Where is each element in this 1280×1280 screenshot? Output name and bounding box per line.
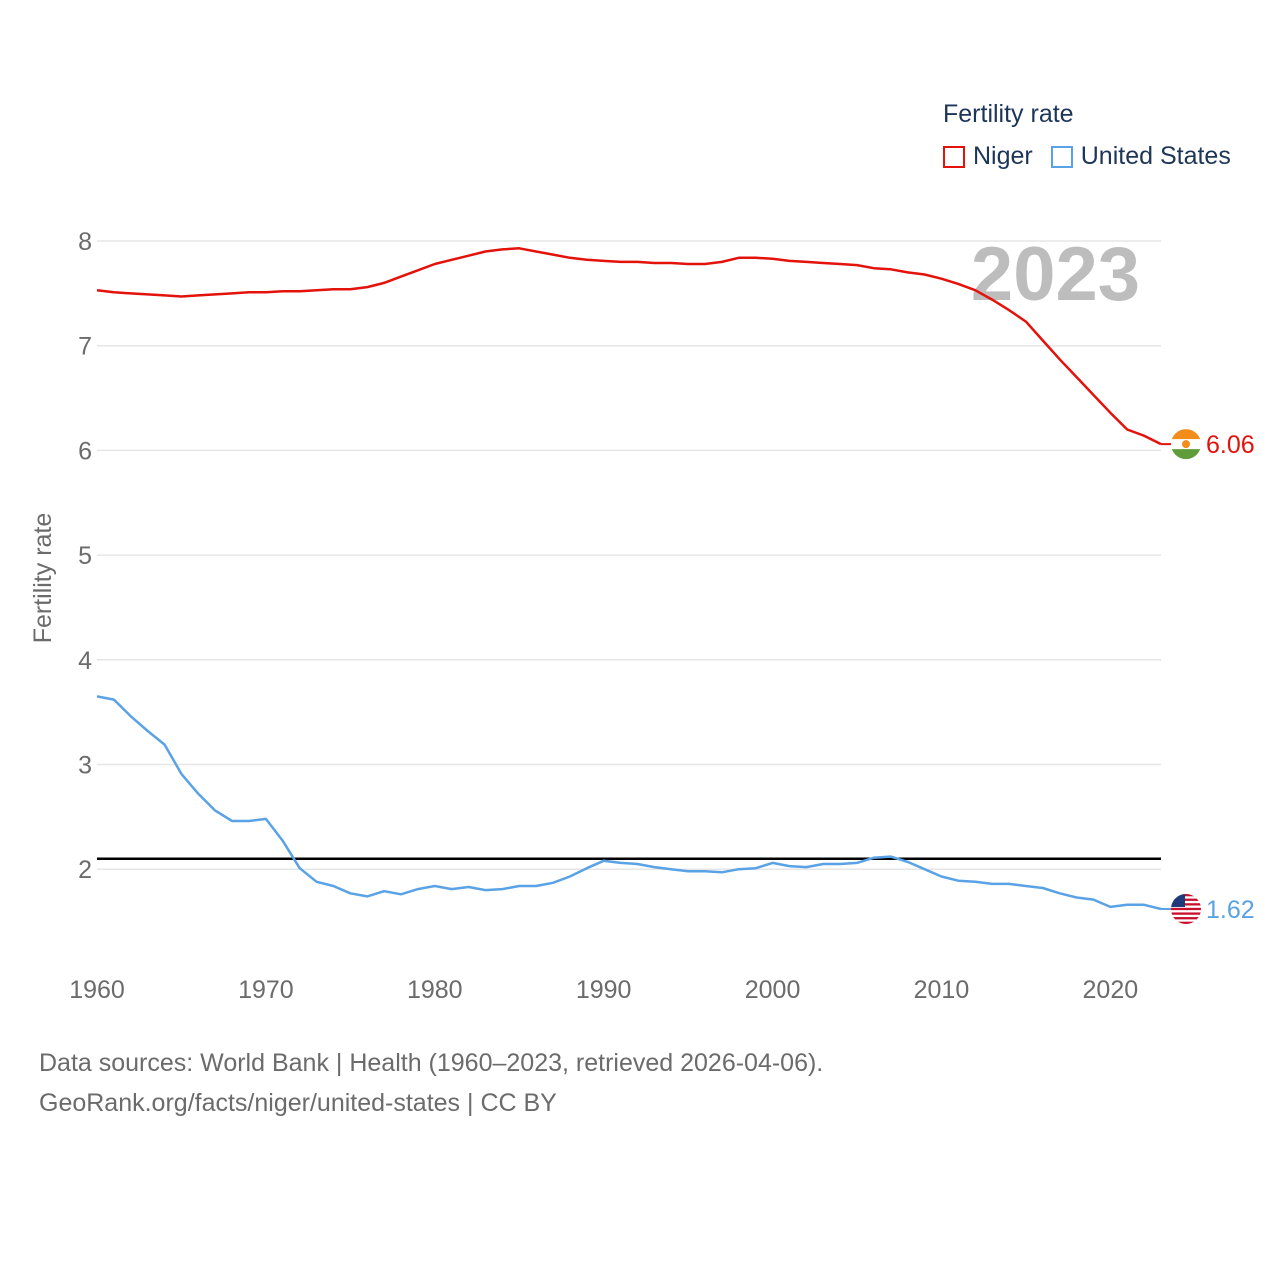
x-tick-label-2000: 2000 [745, 976, 801, 1004]
legend-label-niger: Niger [973, 142, 1033, 170]
y-tick-label-8: 8 [78, 228, 92, 256]
y-tick-label-6: 6 [78, 437, 92, 465]
y-tick-label-5: 5 [78, 542, 92, 570]
legend-item-niger[interactable]: Niger [943, 142, 1033, 171]
y-axis-label: Fertility rate [29, 513, 57, 644]
data-sources-text: Data sources: World Bank | Health (1960–… [39, 1049, 824, 1077]
series-line-niger [96, 247, 1162, 446]
legend-swatch-united-states [1050, 145, 1073, 168]
y-tick-label-4: 4 [78, 647, 92, 675]
x-tick-label-2010: 2010 [914, 976, 970, 1004]
x-tick-label-1970: 1970 [238, 976, 294, 1004]
y-tick-label-3: 3 [78, 752, 92, 780]
attribution-text: GeoRank.org/facts/niger/united-states | … [39, 1089, 557, 1117]
x-tick-label-2020: 2020 [1083, 976, 1139, 1004]
x-tick-label-1980: 1980 [407, 976, 463, 1004]
year-watermark: 2023 [971, 232, 1140, 317]
niger-flag-icon [1171, 429, 1201, 460]
legend-title: Fertility rate [943, 100, 1074, 128]
footer: Data sources: World Bank | Health (1960–… [39, 1043, 823, 1123]
x-tick-label-1960: 1960 [69, 976, 125, 1004]
legend: Niger United States [943, 142, 1231, 171]
y-tick-label-2: 2 [78, 856, 92, 884]
series-line-united-states [96, 695, 1162, 911]
y-tick-label-7: 7 [78, 333, 92, 361]
legend-label-united-states: United States [1080, 142, 1231, 170]
x-tick-label-1990: 1990 [576, 976, 632, 1004]
end-value-label-niger: 6.06 [1206, 431, 1255, 459]
usa-flag-icon [1171, 893, 1201, 924]
end-value-label-united-states: 1.62 [1206, 896, 1255, 924]
legend-item-united-states[interactable]: United States [1050, 142, 1231, 171]
legend-swatch-niger [943, 145, 965, 168]
